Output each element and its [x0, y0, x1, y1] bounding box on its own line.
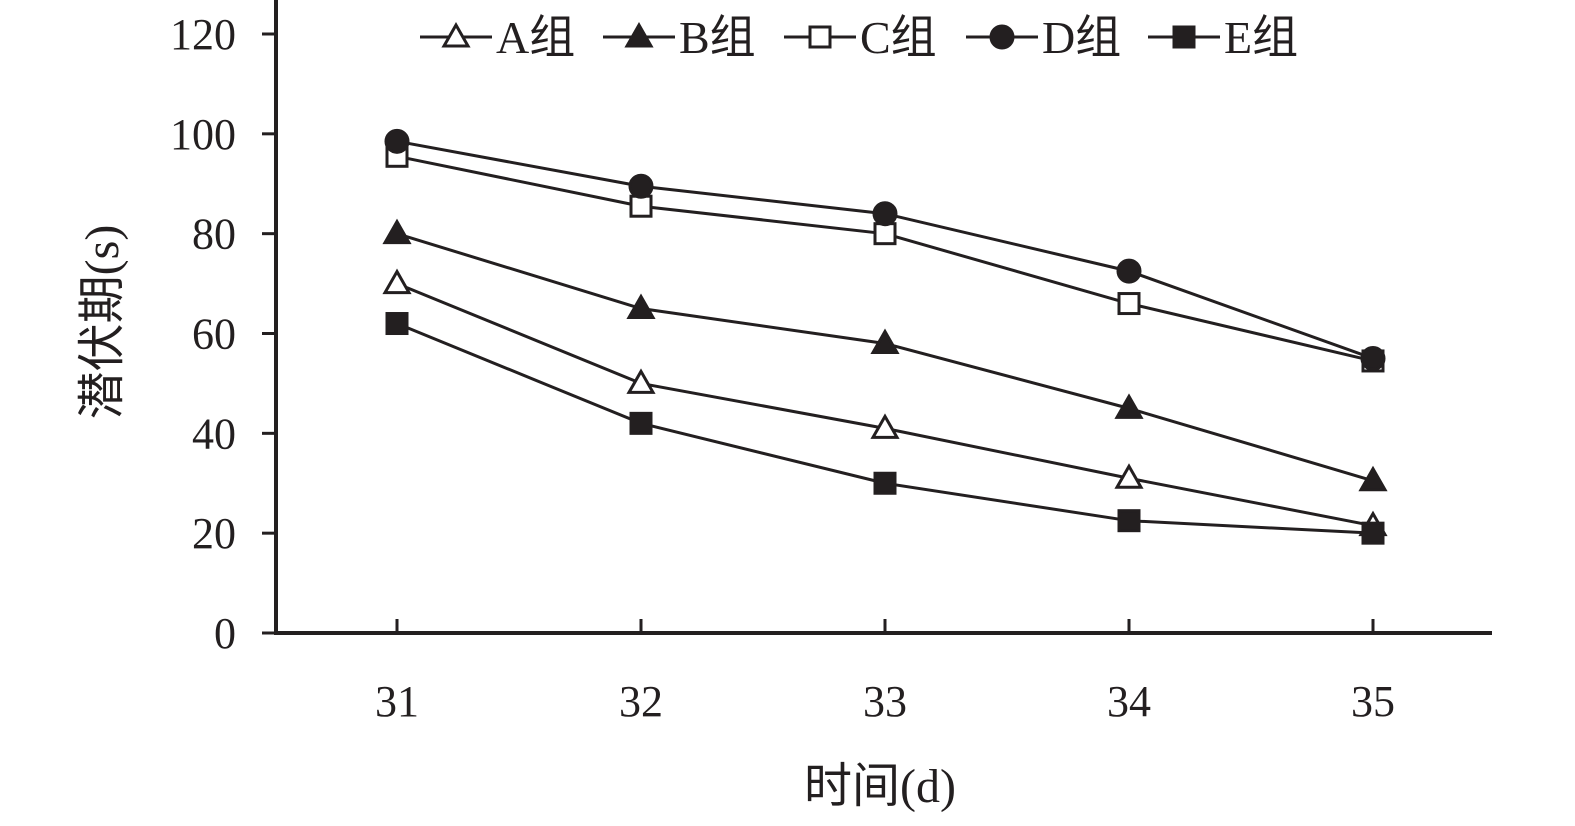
data-point [382, 268, 412, 295]
legend-marker [441, 21, 471, 48]
data-point [1114, 393, 1144, 419]
data-point [873, 222, 897, 246]
data-point [629, 411, 653, 435]
series-5 [385, 312, 1385, 545]
legend-item: B组 [603, 12, 756, 63]
y-tick-label: 60 [192, 310, 236, 359]
legend: A组 B组 C组 D组 E组 [420, 12, 1298, 63]
y-tick-label: 40 [192, 409, 236, 458]
legend-item: A组 [420, 12, 575, 63]
x-tick-label: 32 [619, 677, 663, 726]
series-2 [382, 218, 1388, 492]
series-line [396, 232, 1374, 483]
x-tick-label: 33 [863, 677, 907, 726]
data-point [626, 368, 656, 394]
legend-label: D组 [1042, 12, 1121, 63]
legend-label: E组 [1224, 12, 1298, 63]
legend-label: B组 [679, 12, 756, 63]
data-point [870, 413, 900, 439]
data-point [870, 328, 900, 354]
legend-label: A组 [496, 12, 575, 63]
y-axis-title: 潜伏期(s) [76, 225, 129, 420]
x-tick-label: 34 [1107, 677, 1151, 726]
legend-item: D组 [966, 12, 1121, 63]
axes: 0 20 40 60 80 100 120 31 32 33 34 35 [170, 0, 1492, 726]
y-tick-label: 120 [170, 10, 236, 59]
y-tick-label: 0 [214, 609, 236, 658]
legend-item: C组 [784, 12, 937, 63]
data-point [385, 312, 409, 336]
legend-item: E组 [1148, 12, 1298, 63]
legend-marker [624, 21, 654, 48]
data-point [1361, 521, 1385, 545]
data-point [384, 128, 410, 154]
data-point [1360, 345, 1386, 371]
data-point [629, 194, 653, 218]
data-point [626, 293, 656, 320]
data-point [382, 218, 412, 245]
y-tick-label: 80 [192, 210, 236, 259]
y-tick-label: 100 [170, 110, 236, 159]
series-layer [382, 128, 1388, 545]
series-4 [384, 128, 1386, 371]
data-point [628, 173, 654, 199]
data-point [1116, 258, 1142, 284]
x-tick-label: 31 [375, 677, 419, 726]
y-tick-label: 20 [192, 509, 236, 558]
data-point [1114, 463, 1144, 489]
legend-label: C组 [860, 12, 937, 63]
data-point [1117, 292, 1141, 316]
data-point [872, 201, 898, 227]
legend-marker [808, 25, 832, 49]
x-tick-label: 35 [1351, 677, 1395, 726]
x-axis-title: 时间(d) [804, 760, 956, 813]
series-1 [382, 268, 1388, 537]
legend-marker [989, 24, 1015, 50]
data-point [873, 471, 897, 495]
data-point [1117, 509, 1141, 533]
legend-marker [1172, 25, 1196, 49]
data-point [1358, 465, 1388, 492]
